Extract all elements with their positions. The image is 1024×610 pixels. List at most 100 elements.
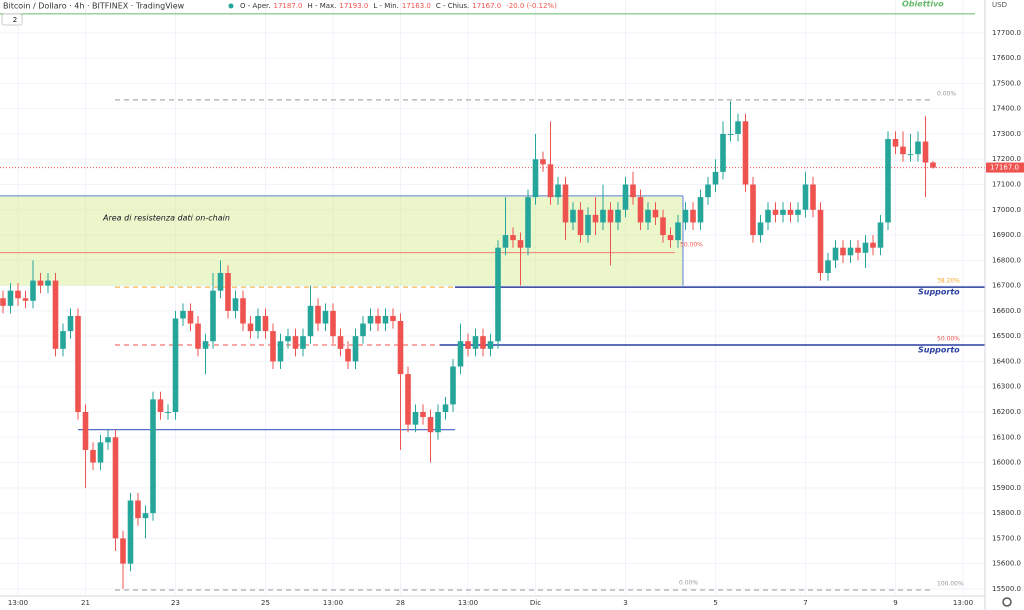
- candle-body: [202, 341, 209, 349]
- candle-body: [465, 341, 471, 349]
- candle-body: [742, 121, 749, 185]
- candle-body: [532, 159, 539, 198]
- y-tick-label: 17600.0: [992, 54, 1021, 62]
- candle-body: [352, 336, 359, 362]
- candle-body: [150, 399, 156, 514]
- candle-body: [637, 197, 644, 223]
- x-tick-label: 13:00: [458, 599, 478, 607]
- candle-body: [735, 121, 741, 134]
- candle-body: [817, 209, 824, 273]
- ohlc-value: 17193.0: [339, 2, 368, 10]
- candle-body: [412, 412, 419, 425]
- y-tick-label: 17200.0: [992, 155, 1021, 163]
- candle-body: [435, 412, 441, 433]
- y-tick-label: 15900.0: [992, 484, 1021, 492]
- y-tick-label: 16700.0: [992, 282, 1021, 290]
- candle-body: [757, 222, 764, 236]
- candle-body: [765, 209, 771, 223]
- candle-body: [60, 331, 66, 349]
- support-label: Supporto: [918, 346, 960, 355]
- candle-body: [90, 449, 96, 463]
- x-tick-label: 5: [713, 599, 717, 607]
- candle-body: [472, 336, 479, 349]
- candle-body: [300, 336, 306, 349]
- fib-label: 50.00%: [937, 336, 960, 343]
- candle-body: [172, 318, 179, 413]
- candle-body: [660, 217, 666, 236]
- candle-body: [255, 315, 261, 332]
- candle-body: [0, 298, 6, 306]
- candle-body: [727, 133, 734, 135]
- candle-body: [217, 272, 224, 291]
- candle-body: [195, 323, 201, 349]
- candle-body: [547, 164, 554, 198]
- y-tick-label: 16100.0: [992, 433, 1021, 441]
- candle-body: [562, 184, 569, 223]
- ohlc-value: 17187.0: [274, 2, 303, 10]
- candle-body: [577, 209, 584, 236]
- candle-body: [862, 242, 869, 253]
- x-tick-label: 13:00: [323, 599, 343, 607]
- candle-body: [487, 341, 494, 349]
- candle-body: [157, 399, 164, 413]
- candle-body: [780, 209, 786, 215]
- y-tick-label: 17000.0: [992, 206, 1021, 214]
- candle-body: [315, 305, 321, 324]
- candle-body: [82, 412, 89, 450]
- y-tick-label: 16900.0: [992, 231, 1021, 239]
- candle-body: [7, 290, 14, 306]
- candle-body: [450, 366, 456, 405]
- candle-body: [690, 209, 696, 223]
- candle-body: [360, 323, 366, 337]
- candle-body: [787, 209, 794, 215]
- candle-body: [75, 315, 81, 413]
- ohlc-label: O - Aper.: [240, 2, 271, 10]
- y-tick-label: 17700.0: [992, 29, 1021, 37]
- ohlc-label: L - Min.: [373, 2, 399, 10]
- y-tick-label: 16000.0: [992, 459, 1021, 467]
- candle-body: [907, 154, 914, 156]
- candle-body: [330, 310, 336, 337]
- y-tick-label: 16400.0: [992, 357, 1021, 365]
- candle-body: [307, 305, 314, 337]
- support-label: Supporto: [918, 288, 960, 297]
- candle-body: [457, 341, 464, 367]
- fib-label: 100.00%: [937, 580, 964, 587]
- candle-body: [322, 310, 329, 324]
- candle-body: [772, 209, 779, 215]
- candle-body: [180, 310, 186, 319]
- x-tick-label: 7: [803, 599, 807, 607]
- candle-body: [127, 500, 134, 564]
- candle-body: [390, 315, 396, 322]
- candle-body: [210, 290, 216, 342]
- candle-body: [120, 538, 126, 564]
- candle-body: [232, 298, 239, 311]
- candle-body: [615, 209, 621, 223]
- candle-body: [105, 437, 111, 443]
- candle-body: [367, 315, 374, 324]
- candle-body: [420, 412, 426, 418]
- y-tick-label: 17300.0: [992, 130, 1021, 138]
- candle-body: [855, 247, 861, 253]
- candle-body: [607, 209, 614, 223]
- candle-body: [240, 298, 246, 324]
- status-dot: [228, 3, 234, 9]
- y-tick-label: 15600.0: [992, 560, 1021, 568]
- candle-body: [337, 336, 344, 349]
- candle-body: [262, 315, 269, 332]
- candle-body: [652, 209, 659, 218]
- y-tick-label: 17400.0: [992, 105, 1021, 113]
- candle-body: [915, 141, 921, 155]
- candle-body: [585, 214, 591, 236]
- fib-label: 0.00%: [937, 90, 956, 97]
- candle-body: [802, 184, 809, 210]
- candle-body: [900, 146, 906, 155]
- y-tick-label: 15800.0: [992, 509, 1021, 517]
- indicator-toggle[interactable]: [1, 13, 23, 26]
- settings-icon[interactable]: [1002, 597, 1012, 607]
- y-tick-label: 16500.0: [992, 332, 1021, 340]
- candle-body: [667, 235, 674, 241]
- candle-body: [930, 162, 936, 168]
- candle-body: [165, 412, 171, 414]
